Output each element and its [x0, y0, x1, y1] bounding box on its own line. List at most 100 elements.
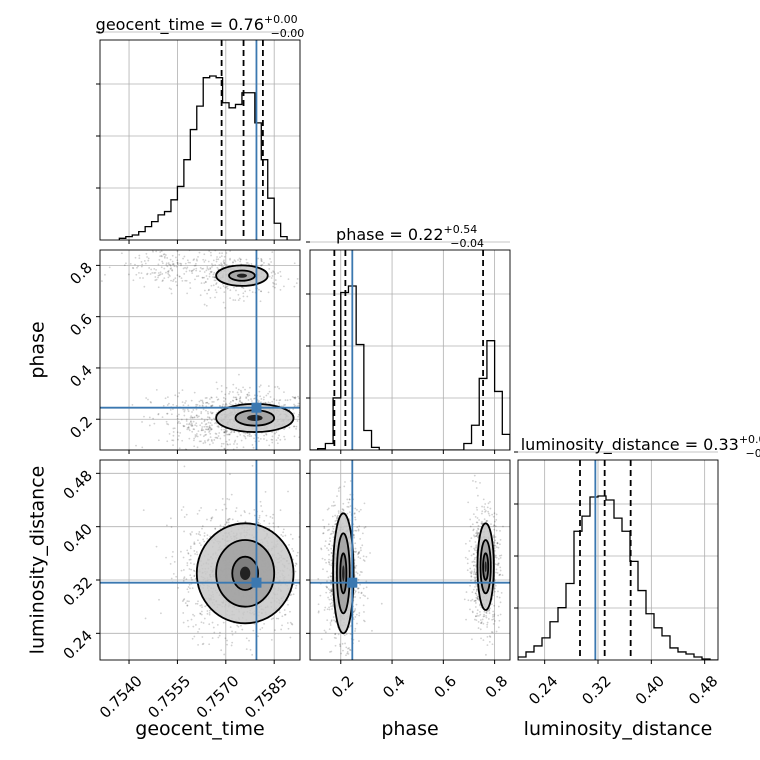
sample-point	[257, 437, 260, 439]
sample-point	[495, 571, 497, 574]
sample-point	[297, 404, 300, 407]
sample-point	[198, 251, 201, 254]
sample-point	[194, 553, 197, 555]
sample-point	[287, 627, 290, 630]
sample-point	[203, 419, 206, 422]
sample-point	[493, 620, 496, 622]
sample-point	[206, 401, 209, 404]
sample-point	[273, 286, 276, 289]
sample-point	[195, 414, 198, 417]
sample-point	[197, 539, 199, 542]
sample-point	[306, 428, 308, 430]
sample-point	[249, 648, 252, 651]
sample-point	[205, 405, 208, 408]
contour-line	[195, 522, 295, 625]
sample-point	[203, 303, 206, 306]
sample-point	[472, 560, 475, 563]
sample-point	[264, 402, 267, 404]
sample-point	[172, 403, 175, 406]
sample-point	[235, 387, 238, 389]
sample-point	[202, 405, 204, 407]
sample-point	[486, 623, 489, 626]
sample-point	[330, 547, 333, 550]
sample-point	[257, 401, 260, 404]
sample-point	[323, 525, 326, 528]
sample-point	[489, 636, 492, 638]
sample-point	[211, 263, 213, 265]
sample-point	[327, 523, 330, 526]
sample-point	[134, 256, 137, 259]
sample-point	[339, 666, 341, 668]
sample-point	[176, 274, 179, 277]
contour-line	[476, 522, 495, 611]
sample-point	[278, 399, 281, 402]
sample-point	[223, 262, 226, 264]
sample-point	[213, 271, 216, 274]
sample-point	[328, 558, 330, 561]
sample-point	[348, 511, 351, 514]
sample-point	[365, 555, 368, 558]
sample-point	[490, 603, 493, 606]
sample-point	[179, 262, 182, 265]
panel-content	[100, 250, 314, 450]
sample-point	[215, 508, 217, 511]
sample-point	[268, 263, 271, 266]
sample-point	[209, 427, 212, 429]
x-tick-label-geocent_time: 0.7555	[144, 672, 194, 722]
sample-point	[223, 431, 226, 433]
sample-point	[472, 528, 475, 531]
sample-point	[337, 510, 340, 513]
sample-point	[474, 585, 476, 588]
sample-point	[180, 550, 182, 553]
sample-point	[336, 517, 338, 519]
sample-point	[169, 408, 172, 411]
sample-point	[163, 255, 166, 258]
sample-point	[208, 426, 211, 429]
sample-point	[228, 438, 231, 441]
y-tick-label-phase: 0.2	[66, 413, 96, 443]
sample-point	[295, 282, 298, 285]
sample-point	[475, 532, 477, 535]
sample-point	[193, 268, 196, 271]
sample-point	[212, 400, 215, 403]
sample-point	[184, 262, 187, 265]
sample-point	[190, 415, 193, 418]
sample-point	[245, 396, 248, 399]
sample-point	[267, 263, 270, 265]
sample-point	[205, 304, 208, 307]
sample-point	[210, 419, 213, 422]
sample-point	[191, 424, 194, 426]
sample-point	[246, 262, 249, 264]
sample-point	[339, 645, 342, 648]
sample-point	[233, 259, 236, 262]
sample-point	[345, 633, 348, 636]
sample-point	[161, 416, 164, 419]
sample-point	[292, 550, 295, 552]
sample-point	[259, 500, 262, 503]
sample-point	[148, 267, 151, 269]
sample-point	[312, 423, 314, 425]
sample-point	[244, 435, 246, 438]
sample-point	[188, 583, 191, 586]
sample-point	[232, 391, 234, 393]
sample-point	[194, 602, 197, 605]
sample-point	[330, 559, 333, 562]
sample-point	[281, 615, 284, 618]
sample-point	[353, 609, 356, 612]
sample-point	[261, 626, 264, 629]
sample-point	[279, 275, 282, 278]
sample-point	[170, 577, 173, 580]
sample-point	[217, 435, 220, 437]
sample-point	[476, 508, 479, 511]
sample-point	[336, 515, 339, 518]
sample-point	[354, 529, 357, 532]
sample-point	[497, 546, 500, 549]
sample-point	[267, 401, 270, 404]
sample-point	[147, 257, 150, 260]
sample-point	[201, 276, 204, 279]
sample-point	[146, 256, 148, 258]
sample-point	[499, 543, 501, 546]
sample-point	[322, 519, 324, 521]
sample-point	[193, 570, 196, 573]
sample-point	[239, 399, 241, 402]
